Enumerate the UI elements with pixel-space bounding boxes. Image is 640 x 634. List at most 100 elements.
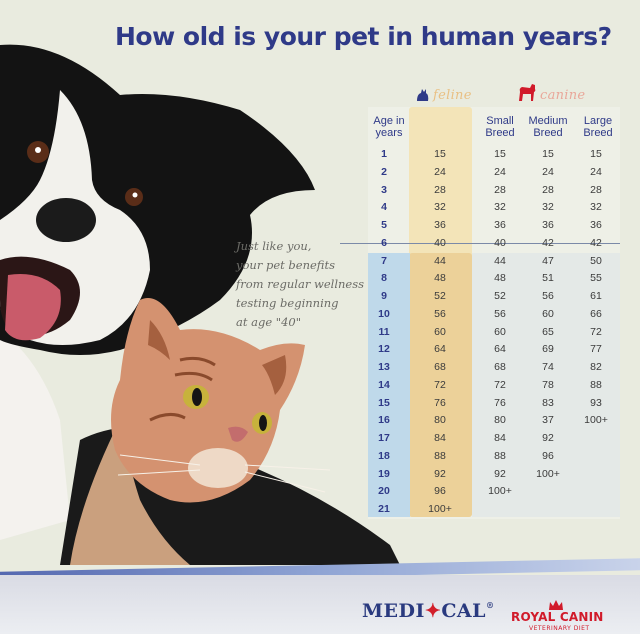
medium-breed-header: Medium Breed (528, 115, 568, 139)
medium-cell: 100+ (536, 467, 560, 480)
age-cell: 15 (378, 396, 390, 409)
medium-cell: 24 (542, 165, 554, 178)
feline-cell: 72 (434, 378, 446, 391)
feline-cell: 40 (434, 236, 446, 249)
age-cell: 6 (381, 236, 387, 249)
feline-cell: 44 (434, 254, 446, 267)
small-cell: 60 (494, 325, 506, 338)
age-cell: 7 (381, 254, 387, 267)
royal-canin-subtitle: VETERINARY DIET (529, 625, 590, 632)
large-cell: 72 (590, 325, 602, 338)
medium-cell: 92 (542, 432, 554, 444)
dog-icon (516, 82, 538, 106)
age-cell: 17 (378, 432, 390, 444)
feline-cell: 24 (434, 165, 446, 178)
large-cell: 15 (590, 148, 602, 160)
feline-cell: 15 (434, 148, 446, 160)
feline-cell: 100+ (428, 503, 452, 515)
large-cell: 50 (590, 254, 602, 267)
feline-cell: 28 (434, 183, 446, 196)
age-cell: 18 (378, 449, 390, 462)
medium-cell: 69 (542, 343, 554, 356)
age-cell: 1 (381, 148, 387, 160)
medium-cell: 42 (542, 236, 554, 249)
maple-leaf-icon: ✦ (424, 600, 442, 622)
canine-heading: canine (540, 88, 586, 103)
medium-cell: 47 (542, 254, 554, 267)
small-cell: 64 (494, 343, 506, 356)
royal-canin-logo: ROYAL CANIN (511, 610, 604, 624)
medium-cell: 60 (542, 307, 554, 320)
age-cell: 21 (378, 503, 390, 515)
small-cell: 68 (494, 361, 506, 373)
small-breed-header: Small Breed (485, 115, 515, 139)
small-cell: 76 (494, 396, 506, 409)
age-senior-band (368, 253, 410, 517)
small-cell: 24 (494, 165, 506, 178)
large-cell: 24 (590, 165, 602, 178)
age-cell: 20 (378, 485, 390, 498)
feline-cell: 96 (434, 485, 446, 498)
age-cell: 11 (378, 325, 390, 338)
age-cell: 2 (381, 165, 387, 178)
small-cell: 100+ (488, 485, 512, 498)
medium-cell: 83 (542, 396, 554, 409)
senior-divider-line (340, 243, 620, 244)
feline-cell: 32 (434, 201, 446, 214)
medium-cell: 65 (542, 325, 554, 338)
large-cell: 28 (590, 183, 602, 196)
feline-senior-band (409, 253, 472, 517)
age-cell: 16 (378, 414, 390, 427)
medium-cell: 56 (542, 290, 554, 302)
large-cell: 61 (590, 290, 602, 302)
age-cell: 13 (378, 361, 390, 373)
large-cell: 100+ (584, 414, 608, 427)
medium-cell: 51 (542, 272, 554, 285)
small-cell: 80 (494, 414, 506, 427)
large-cell: 32 (590, 201, 602, 214)
large-cell: 93 (590, 396, 602, 409)
large-cell: 55 (590, 272, 602, 285)
crown-icon (548, 596, 564, 615)
small-cell: 28 (494, 183, 506, 196)
feline-cell: 92 (434, 467, 446, 480)
age-cell: 3 (381, 183, 387, 196)
feline-cell: 56 (434, 307, 446, 320)
large-cell: 66 (590, 307, 602, 320)
small-cell: 48 (494, 272, 506, 285)
page-title: How old is your pet in human years? (115, 22, 612, 51)
small-cell: 92 (494, 467, 506, 480)
footer (0, 575, 640, 634)
medium-cell: 28 (542, 183, 554, 196)
medium-cell: 78 (542, 378, 554, 391)
feline-cell: 36 (434, 219, 446, 231)
medium-cell: 36 (542, 219, 554, 231)
medical-logo: MEDI✦CAL® (362, 600, 495, 622)
medium-cell: 37 (542, 414, 554, 427)
age-cell: 8 (381, 272, 387, 285)
small-cell: 56 (494, 307, 506, 320)
age-column-header: Age in years (373, 115, 405, 139)
feline-cell: 68 (434, 361, 446, 373)
feline-cell: 64 (434, 343, 446, 356)
small-cell: 36 (494, 219, 506, 231)
medium-cell: 32 (542, 201, 554, 214)
age-cell: 10 (378, 307, 390, 320)
feline-cell: 52 (434, 290, 446, 302)
age-cell: 12 (378, 343, 390, 356)
feline-cell: 84 (434, 432, 446, 444)
feline-cell: 60 (434, 325, 446, 338)
large-cell: 42 (590, 236, 602, 249)
small-cell: 84 (494, 432, 506, 444)
cat-icon (415, 87, 431, 106)
medium-cell: 96 (542, 449, 554, 462)
large-cell: 36 (590, 219, 602, 231)
medium-cell: 15 (542, 148, 554, 160)
age-cell: 14 (378, 378, 390, 391)
age-cell: 5 (381, 219, 387, 231)
feline-cell: 80 (434, 414, 446, 427)
feline-cell: 76 (434, 396, 446, 409)
large-cell: 88 (590, 378, 602, 391)
canine-senior-band (472, 253, 620, 517)
